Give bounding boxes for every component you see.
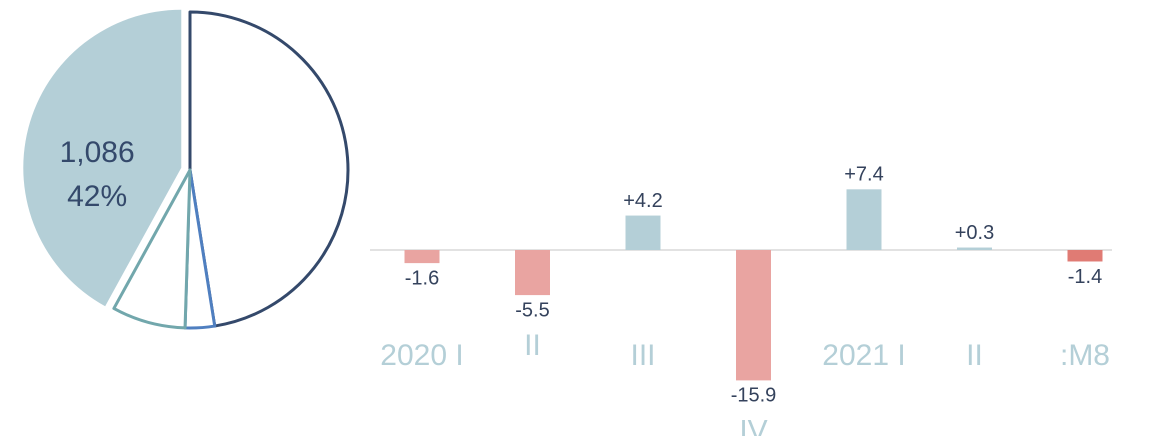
- value-label: -5.5: [515, 299, 549, 321]
- category-label: 2020 I: [380, 339, 463, 372]
- category-label: II: [966, 339, 983, 372]
- slice-amount: 1,086: [60, 136, 135, 169]
- category-label: 2021 I: [822, 339, 905, 372]
- bar: [1067, 250, 1103, 262]
- category-label: III: [630, 339, 655, 372]
- value-label: +7.4: [844, 164, 883, 186]
- pie-slice: [112, 168, 192, 330]
- bar: [515, 250, 550, 296]
- bar: [736, 250, 771, 381]
- category-label: II: [524, 329, 541, 362]
- bar: [957, 247, 992, 250]
- bar: [625, 215, 661, 250]
- value-label: -1.6: [405, 267, 439, 289]
- bar: [404, 250, 440, 264]
- value-label: +0.3: [955, 222, 994, 244]
- value-label: +4.2: [623, 190, 662, 212]
- bar: [846, 189, 882, 250]
- category-label: :M8: [1060, 339, 1110, 372]
- slice-percent: 42%: [67, 180, 127, 213]
- pie-slice: [23, 9, 182, 307]
- value-label: -15.9: [731, 385, 777, 407]
- category-label: IV: [739, 414, 767, 436]
- pie-slice: [188, 10, 350, 328]
- value-label: -1.4: [1068, 266, 1102, 288]
